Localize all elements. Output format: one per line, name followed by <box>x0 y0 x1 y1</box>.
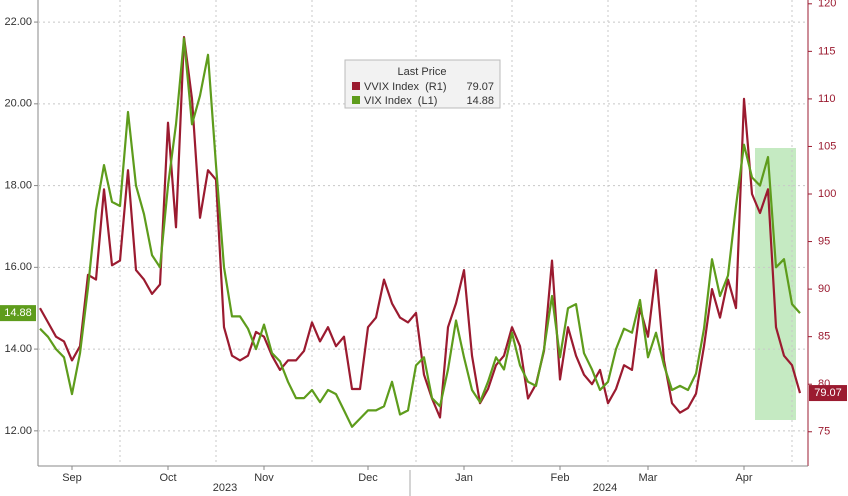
y2-tick-label: 105 <box>818 140 836 152</box>
legend-swatch <box>352 82 360 90</box>
legend-value: 79.07 <box>466 81 494 93</box>
last-value-label: 79.07 <box>814 387 842 399</box>
y2-tick-label: 110 <box>818 93 836 105</box>
y-tick-label: 14.00 <box>4 343 32 355</box>
y2-tick-label: 75 <box>818 426 830 438</box>
y-tick-label: 18.00 <box>4 179 32 191</box>
y2-tick-label: 90 <box>818 283 830 295</box>
y-tick-label: 20.00 <box>4 98 32 110</box>
legend-box <box>344 59 501 109</box>
x-tick-label: Oct <box>159 472 176 484</box>
legend-swatch <box>352 96 360 104</box>
y2-tick-label: 115 <box>818 45 836 57</box>
year-label: 2023 <box>213 482 237 494</box>
last-value-box <box>809 385 847 402</box>
legend: Last Price VVIX Index (R1) 79.07 VIX Ind… <box>344 59 501 109</box>
legend-label: VVIX Index (R1) <box>364 81 447 93</box>
last-value-box <box>0 305 36 322</box>
series-line <box>39 36 802 419</box>
y-tick-label: 22.00 <box>4 16 32 28</box>
y-tick-label: 12.00 <box>4 425 32 437</box>
x-tick-label: Nov <box>254 472 274 484</box>
last-value-label: 14.88 <box>4 307 32 319</box>
x-tick-label: Sep <box>62 472 82 484</box>
x-tick-label: Apr <box>735 472 752 484</box>
x-tick-label: Mar <box>639 472 658 484</box>
highlight-region <box>755 148 796 420</box>
legend-label: VIX Index (L1) <box>364 95 437 107</box>
y2-tick-label: 120 <box>818 0 836 10</box>
legend-value: 14.88 <box>466 95 494 107</box>
year-label: 2024 <box>593 482 617 494</box>
y2-tick-label: 100 <box>818 188 836 200</box>
legend-title: Last Price <box>398 66 447 78</box>
y2-tick-label: 85 <box>818 331 830 343</box>
y2-tick-label: 95 <box>818 235 830 247</box>
x-tick-label: Feb <box>551 472 570 484</box>
x-tick-label: Jan <box>455 472 473 484</box>
x-tick-label: Dec <box>358 472 378 484</box>
plot <box>38 0 808 466</box>
series-line <box>39 37 801 428</box>
y-tick-label: 16.00 <box>4 261 32 273</box>
